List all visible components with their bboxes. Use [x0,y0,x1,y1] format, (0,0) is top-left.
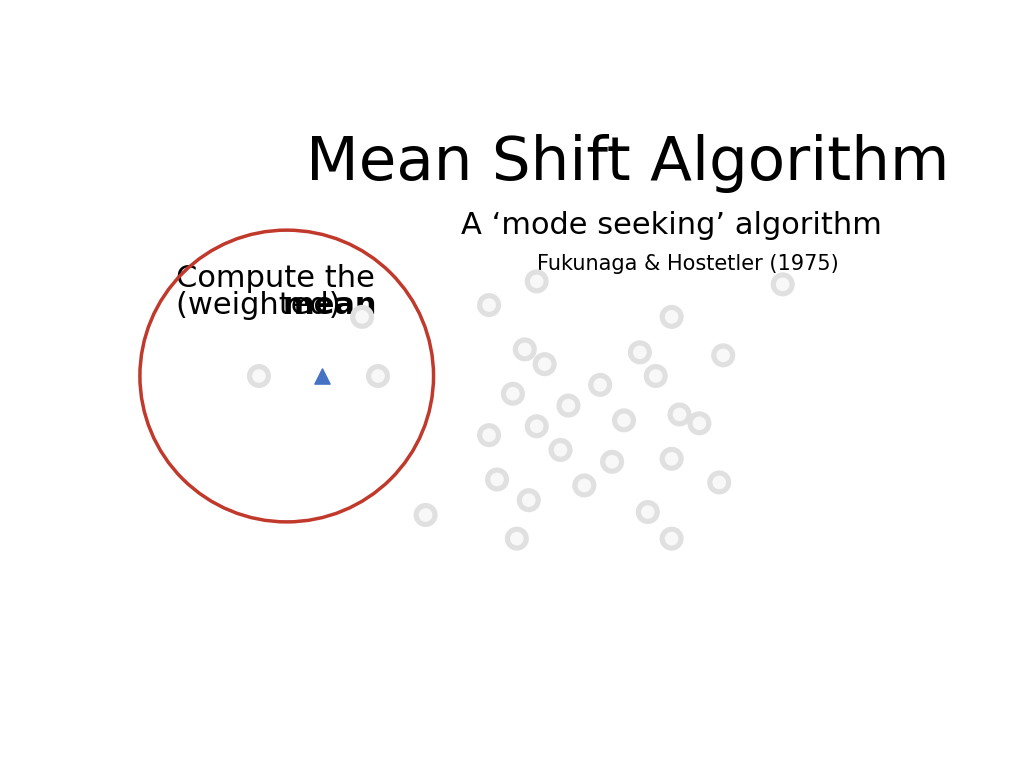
Point [481,429,498,442]
Text: (weighted): (weighted) [176,290,350,319]
Point [711,476,727,488]
Point [354,311,371,323]
Point [711,476,727,488]
Point [592,379,608,391]
Point [615,414,632,426]
Point [592,379,608,391]
Point [774,278,791,290]
Point [481,429,498,442]
Point [354,311,371,323]
Point [488,473,505,485]
Point [537,358,553,370]
Point [715,349,731,362]
Point [488,473,505,485]
Point [672,409,688,421]
Point [552,444,568,456]
Point [664,532,680,545]
Point [577,479,593,492]
Point [370,370,386,382]
Point [560,399,577,412]
Point [418,509,434,521]
Point [505,388,521,400]
Point [516,343,532,356]
Point [664,311,680,323]
Point [370,370,386,382]
Point [664,532,680,545]
Point [552,444,568,456]
Point [481,299,498,311]
Point [528,420,545,432]
Point [691,417,708,429]
Point [664,452,680,465]
Point [528,420,545,432]
Point [604,455,621,468]
Point [774,278,791,290]
Point [314,370,331,382]
Point [509,532,525,545]
Text: Fukunaga & Hostetler (1975): Fukunaga & Hostetler (1975) [537,253,839,273]
Point [509,532,525,545]
Point [664,311,680,323]
Point [520,494,537,506]
Point [664,452,680,465]
Point [560,399,577,412]
Point [647,370,664,382]
Point [632,346,648,359]
Point [251,370,267,382]
Text: Mean Shift Algorithm: Mean Shift Algorithm [306,134,949,193]
Point [632,346,648,359]
Point [528,275,545,287]
Point [520,494,537,506]
Point [528,275,545,287]
Point [672,409,688,421]
Point [516,343,532,356]
Point [640,506,656,518]
Point [715,349,731,362]
Text: Compute the: Compute the [176,264,375,293]
Point [481,299,498,311]
Point [615,414,632,426]
Point [640,506,656,518]
Point [604,455,621,468]
Text: mean: mean [283,290,377,319]
Point [577,479,593,492]
Point [647,370,664,382]
Text: A ‘mode seeking’ algorithm: A ‘mode seeking’ algorithm [461,210,882,240]
Point [418,509,434,521]
Point [505,388,521,400]
Point [251,370,267,382]
Point [537,358,553,370]
Point [691,417,708,429]
